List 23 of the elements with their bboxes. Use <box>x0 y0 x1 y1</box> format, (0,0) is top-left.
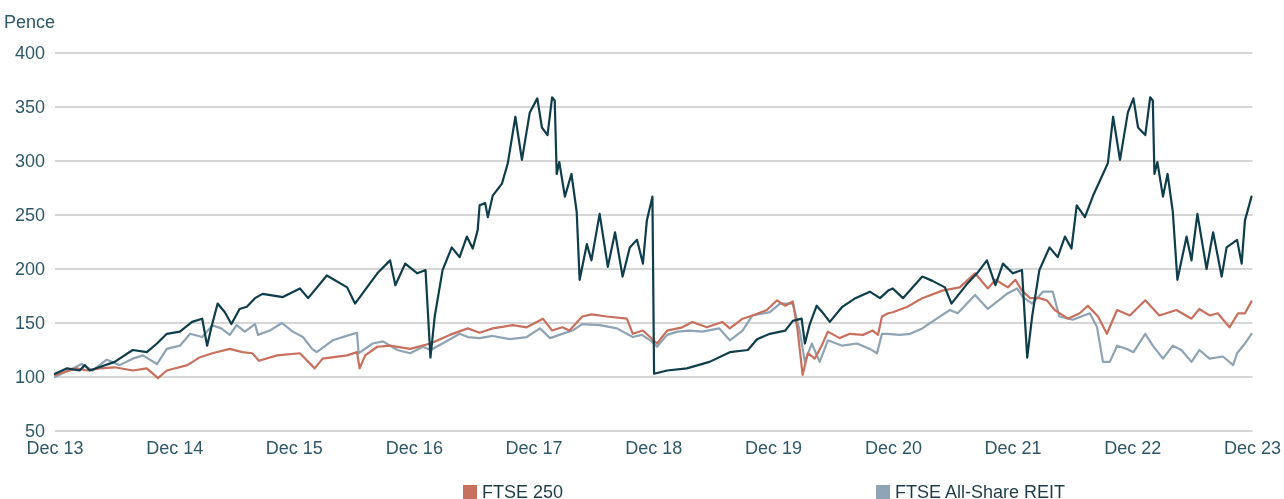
x-tick-label: Dec 15 <box>265 438 323 458</box>
x-tick-label: Dec 13 <box>26 438 84 458</box>
x-tick-label: Dec 21 <box>984 438 1042 458</box>
y-tick-label: 150 <box>14 313 45 333</box>
x-tick-label: Dec 23 <box>1223 438 1282 458</box>
y-tick-label: 350 <box>14 97 45 117</box>
y-tick-label: 300 <box>14 151 45 171</box>
x-tick-label: Dec 17 <box>505 438 563 458</box>
y-tick-label: 400 <box>14 43 45 63</box>
y-tick-label: 200 <box>14 259 45 279</box>
x-tick-label: Dec 22 <box>1104 438 1162 458</box>
x-tick-label: Dec 20 <box>864 438 922 458</box>
x-tick-label: Dec 19 <box>744 438 802 458</box>
x-tick-label: Dec 14 <box>146 438 204 458</box>
line-series <box>53 96 1253 375</box>
y-tick-label: 250 <box>14 205 45 225</box>
x-tick-label: Dec 18 <box>625 438 683 458</box>
x-tick-label: Dec 16 <box>385 438 443 458</box>
y-tick-label: 50 <box>24 421 45 441</box>
y-axis-title: Pence <box>3 12 55 32</box>
legend-label: FTSE All-Share REIT <box>895 482 1066 499</box>
legend-label: FTSE 250 <box>482 482 564 499</box>
y-tick-label: 100 <box>14 367 45 387</box>
